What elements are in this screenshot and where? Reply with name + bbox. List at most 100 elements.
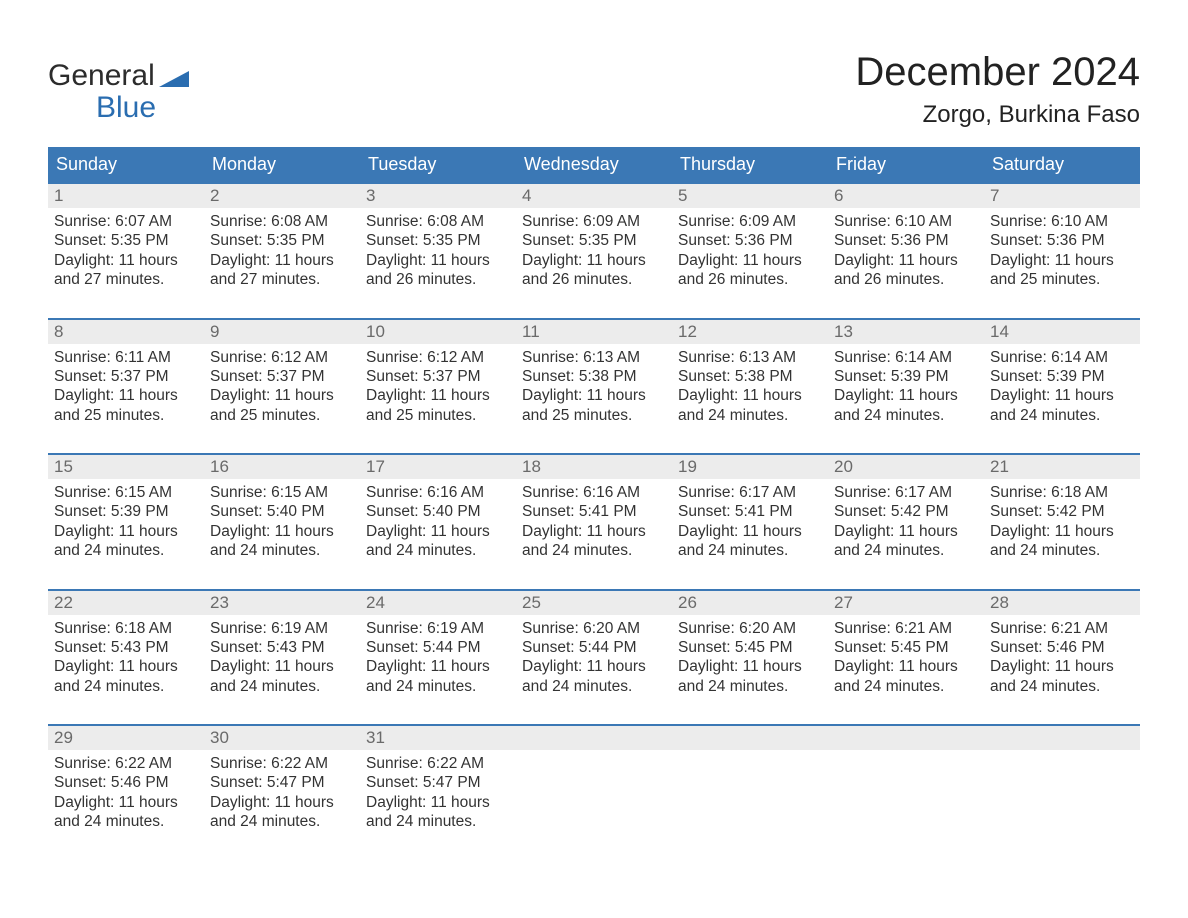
day-cell: Sunrise: 6:16 AMSunset: 5:41 PMDaylight:… (516, 479, 672, 567)
daylight-line-2: and 25 minutes. (990, 270, 1134, 289)
brand-text-1: General (48, 60, 155, 92)
weekday-header: Monday (204, 147, 360, 182)
day-number: 5 (672, 184, 828, 208)
daylight-line-1: Daylight: 11 hours (522, 386, 666, 405)
daylight-line-2: and 24 minutes. (678, 541, 822, 560)
day-number: 18 (516, 455, 672, 479)
day-cell: Sunrise: 6:19 AMSunset: 5:43 PMDaylight:… (204, 615, 360, 703)
weekday-header: Friday (828, 147, 984, 182)
sunrise-line: Sunrise: 6:14 AM (990, 348, 1134, 367)
daylight-line-2: and 25 minutes. (54, 406, 198, 425)
calendar-page: General Blue December 2024 Zorgo, Burkin… (0, 0, 1188, 918)
sunrise-line: Sunrise: 6:17 AM (678, 483, 822, 502)
weekday-header: Sunday (48, 147, 204, 182)
daylight-line-1: Daylight: 11 hours (54, 386, 198, 405)
day-cell: Sunrise: 6:18 AMSunset: 5:42 PMDaylight:… (984, 479, 1140, 567)
day-cell: Sunrise: 6:22 AMSunset: 5:47 PMDaylight:… (360, 750, 516, 838)
day-cell: Sunrise: 6:09 AMSunset: 5:35 PMDaylight:… (516, 208, 672, 296)
daylight-line-1: Daylight: 11 hours (210, 793, 354, 812)
day-number-row: 293031 (48, 726, 1140, 750)
day-cell: Sunrise: 6:08 AMSunset: 5:35 PMDaylight:… (204, 208, 360, 296)
day-number (828, 726, 984, 750)
sunrise-line: Sunrise: 6:19 AM (366, 619, 510, 638)
sunset-line: Sunset: 5:45 PM (678, 638, 822, 657)
weekday-header-row: Sunday Monday Tuesday Wednesday Thursday… (48, 147, 1140, 182)
daylight-line-1: Daylight: 11 hours (522, 522, 666, 541)
day-cell: Sunrise: 6:22 AMSunset: 5:47 PMDaylight:… (204, 750, 360, 838)
daylight-line-1: Daylight: 11 hours (834, 522, 978, 541)
day-number-row: 22232425262728 (48, 591, 1140, 615)
sunrise-line: Sunrise: 6:16 AM (522, 483, 666, 502)
day-number: 24 (360, 591, 516, 615)
daylight-line-2: and 27 minutes. (210, 270, 354, 289)
sunrise-line: Sunrise: 6:16 AM (366, 483, 510, 502)
weekday-header: Tuesday (360, 147, 516, 182)
daylight-line-2: and 24 minutes. (366, 541, 510, 560)
sunrise-line: Sunrise: 6:09 AM (678, 212, 822, 231)
daylight-line-1: Daylight: 11 hours (54, 251, 198, 270)
calendar-week: 1234567Sunrise: 6:07 AMSunset: 5:35 PMDa… (48, 182, 1140, 296)
day-cell: Sunrise: 6:12 AMSunset: 5:37 PMDaylight:… (204, 344, 360, 432)
sunrise-line: Sunrise: 6:13 AM (522, 348, 666, 367)
day-cell: Sunrise: 6:13 AMSunset: 5:38 PMDaylight:… (516, 344, 672, 432)
daylight-line-1: Daylight: 11 hours (678, 386, 822, 405)
sunrise-line: Sunrise: 6:20 AM (522, 619, 666, 638)
day-cell: Sunrise: 6:17 AMSunset: 5:41 PMDaylight:… (672, 479, 828, 567)
daylight-line-1: Daylight: 11 hours (210, 657, 354, 676)
calendar-week: 293031Sunrise: 6:22 AMSunset: 5:46 PMDay… (48, 724, 1140, 838)
sunset-line: Sunset: 5:36 PM (990, 231, 1134, 250)
day-number: 10 (360, 320, 516, 344)
day-number (984, 726, 1140, 750)
day-number (672, 726, 828, 750)
sunset-line: Sunset: 5:42 PM (834, 502, 978, 521)
day-number: 25 (516, 591, 672, 615)
sunset-line: Sunset: 5:43 PM (54, 638, 198, 657)
day-cell: Sunrise: 6:14 AMSunset: 5:39 PMDaylight:… (828, 344, 984, 432)
sunrise-line: Sunrise: 6:09 AM (522, 212, 666, 231)
daylight-line-2: and 24 minutes. (366, 812, 510, 831)
daylight-line-2: and 27 minutes. (54, 270, 198, 289)
sunrise-line: Sunrise: 6:18 AM (54, 619, 198, 638)
sunset-line: Sunset: 5:39 PM (834, 367, 978, 386)
daylight-line-1: Daylight: 11 hours (210, 251, 354, 270)
day-number: 12 (672, 320, 828, 344)
day-number: 9 (204, 320, 360, 344)
daylight-line-1: Daylight: 11 hours (834, 251, 978, 270)
brand-logo: General Blue (48, 50, 189, 123)
sunrise-line: Sunrise: 6:07 AM (54, 212, 198, 231)
sunrise-line: Sunrise: 6:18 AM (990, 483, 1134, 502)
sunset-line: Sunset: 5:44 PM (366, 638, 510, 657)
day-number: 30 (204, 726, 360, 750)
day-number-row: 15161718192021 (48, 455, 1140, 479)
day-cell: Sunrise: 6:14 AMSunset: 5:39 PMDaylight:… (984, 344, 1140, 432)
day-number: 13 (828, 320, 984, 344)
day-number: 17 (360, 455, 516, 479)
sunrise-line: Sunrise: 6:12 AM (366, 348, 510, 367)
daylight-line-2: and 24 minutes. (522, 677, 666, 696)
daylight-line-2: and 24 minutes. (54, 541, 198, 560)
daylight-line-1: Daylight: 11 hours (678, 251, 822, 270)
day-cell: Sunrise: 6:13 AMSunset: 5:38 PMDaylight:… (672, 344, 828, 432)
day-cell: Sunrise: 6:17 AMSunset: 5:42 PMDaylight:… (828, 479, 984, 567)
daylight-line-2: and 24 minutes. (834, 677, 978, 696)
page-title: December 2024 (855, 50, 1140, 95)
sunrise-line: Sunrise: 6:21 AM (990, 619, 1134, 638)
day-number: 14 (984, 320, 1140, 344)
daylight-line-1: Daylight: 11 hours (990, 386, 1134, 405)
sunset-line: Sunset: 5:37 PM (54, 367, 198, 386)
sunrise-line: Sunrise: 6:21 AM (834, 619, 978, 638)
day-number: 7 (984, 184, 1140, 208)
day-cell (984, 750, 1140, 838)
sunrise-line: Sunrise: 6:22 AM (210, 754, 354, 773)
day-number: 23 (204, 591, 360, 615)
daylight-line-1: Daylight: 11 hours (522, 251, 666, 270)
daylight-line-1: Daylight: 11 hours (366, 657, 510, 676)
daylight-line-1: Daylight: 11 hours (54, 793, 198, 812)
sunset-line: Sunset: 5:36 PM (678, 231, 822, 250)
sunset-line: Sunset: 5:42 PM (990, 502, 1134, 521)
daylight-line-1: Daylight: 11 hours (990, 522, 1134, 541)
day-cell: Sunrise: 6:19 AMSunset: 5:44 PMDaylight:… (360, 615, 516, 703)
sunrise-line: Sunrise: 6:15 AM (210, 483, 354, 502)
sunrise-line: Sunrise: 6:12 AM (210, 348, 354, 367)
day-number: 1 (48, 184, 204, 208)
